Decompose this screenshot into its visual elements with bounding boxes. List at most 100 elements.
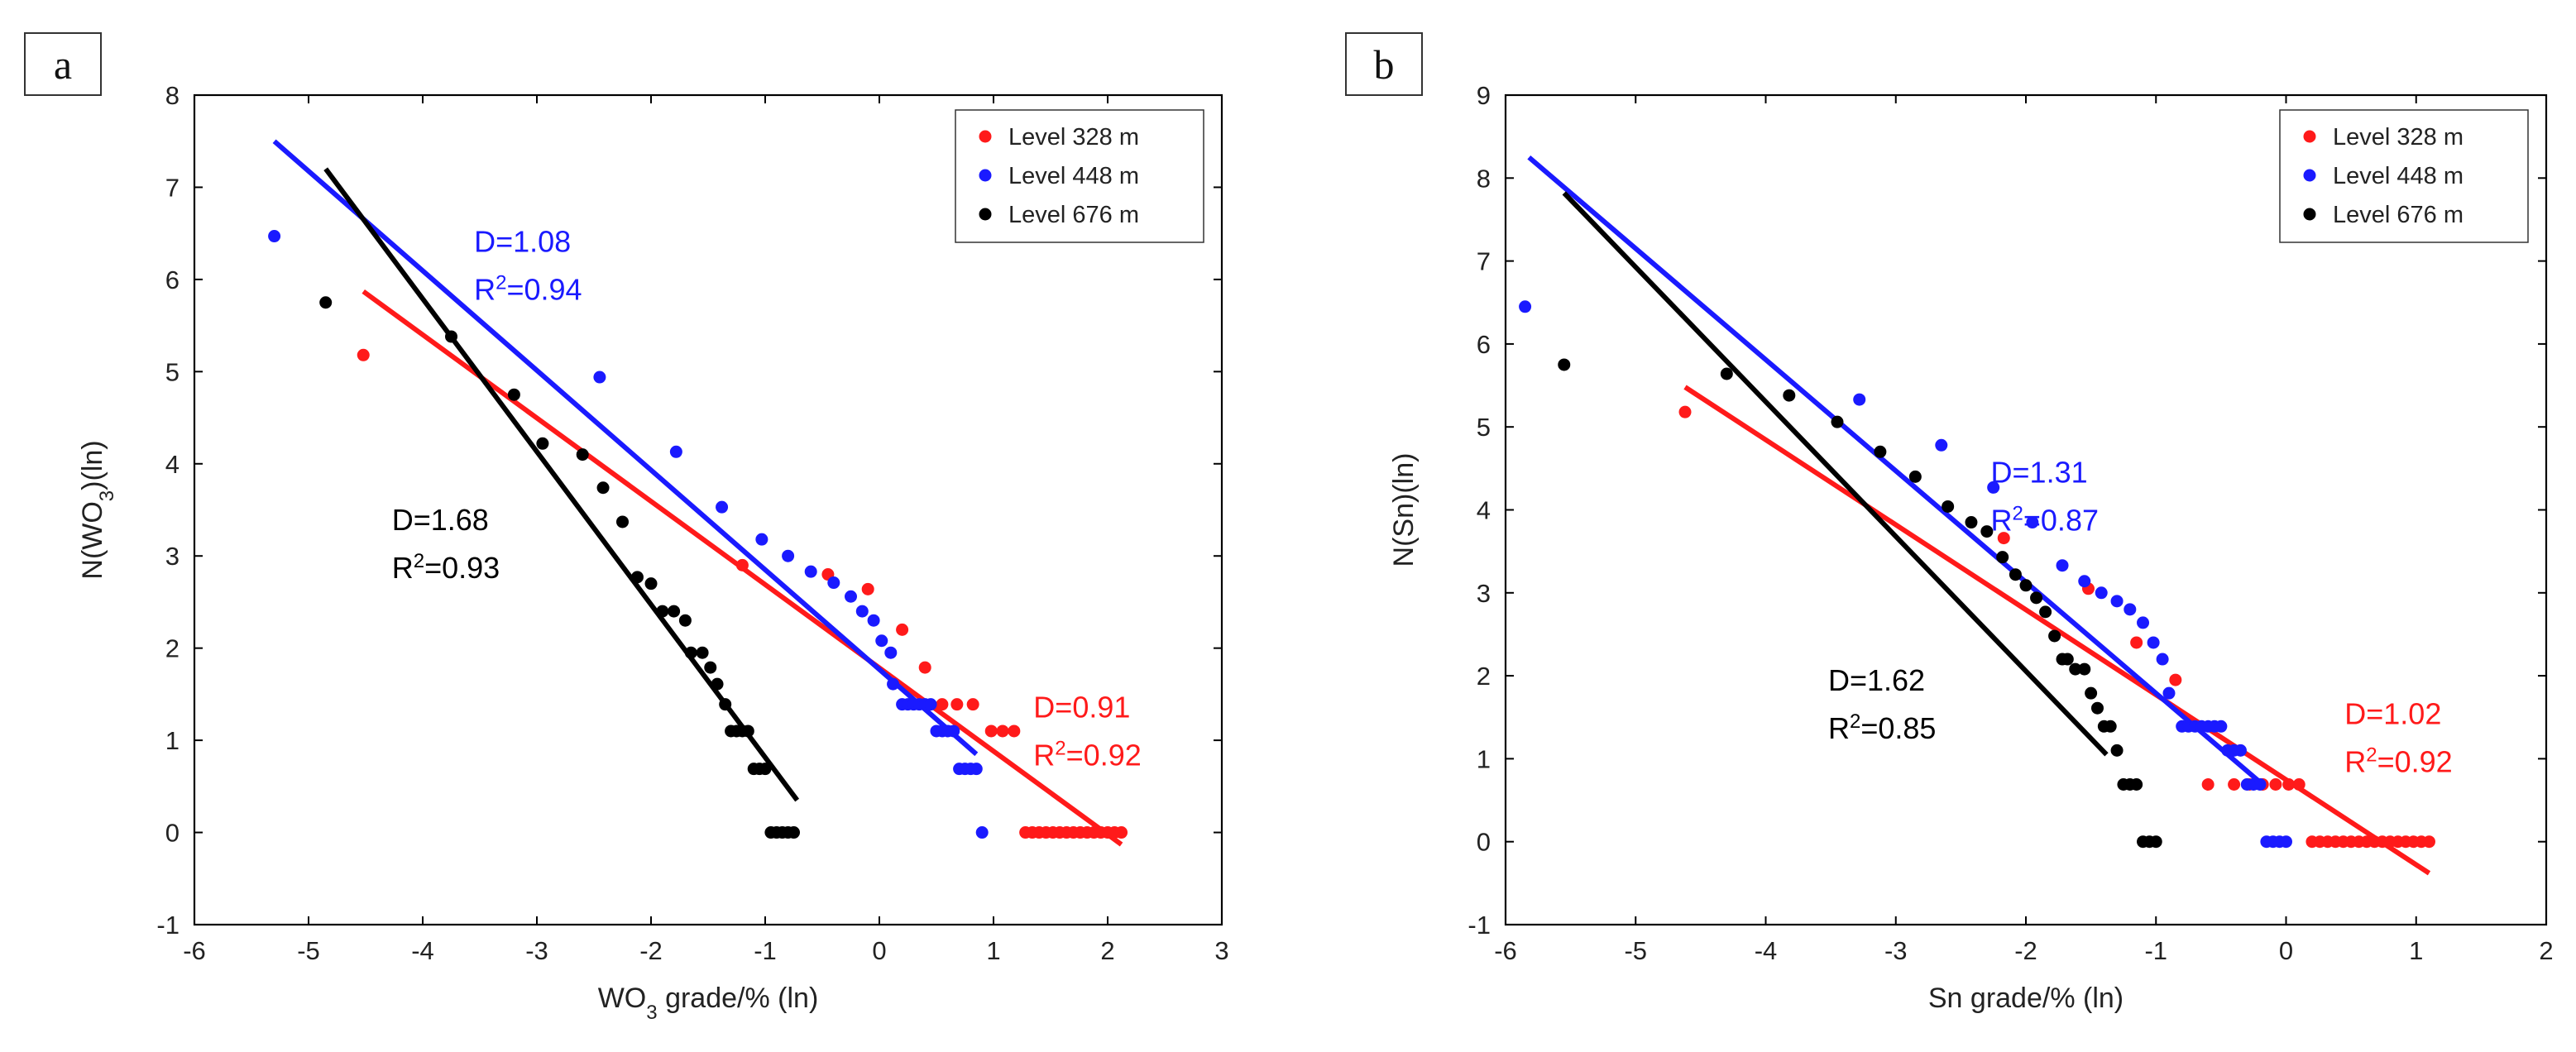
x-tick-label: -1 bbox=[754, 936, 777, 965]
data-point bbox=[855, 605, 869, 618]
data-point bbox=[2104, 720, 2117, 733]
legend-marker bbox=[979, 130, 992, 143]
data-point bbox=[2228, 777, 2241, 791]
y-tick-label: 2 bbox=[165, 634, 180, 663]
data-point bbox=[2156, 653, 2169, 666]
data-point bbox=[1908, 470, 1922, 483]
data-point bbox=[867, 614, 880, 627]
y-tick-label: 8 bbox=[1477, 164, 1491, 193]
annotation-d: D=1.02 bbox=[2344, 696, 2441, 730]
data-point bbox=[2282, 777, 2296, 791]
data-point bbox=[1720, 367, 1733, 380]
data-point bbox=[593, 371, 606, 384]
legend-entry: Level 328 m bbox=[2333, 124, 2463, 151]
data-point bbox=[827, 576, 840, 590]
data-point bbox=[2422, 835, 2435, 849]
fit-line-3 bbox=[1562, 191, 2109, 757]
y-tick-label: 8 bbox=[165, 81, 180, 110]
annotation-d: D=1.68 bbox=[392, 503, 489, 537]
panel-b-label: b bbox=[1374, 41, 1395, 88]
x-tick-label: -2 bbox=[2014, 936, 2037, 965]
data-point bbox=[1008, 724, 1021, 738]
data-point bbox=[630, 571, 644, 584]
data-point bbox=[656, 605, 669, 618]
x-tick-label: 2 bbox=[2539, 936, 2553, 965]
data-point bbox=[669, 445, 682, 458]
fit-line-2 bbox=[272, 139, 979, 757]
x-tick-label: -4 bbox=[1755, 936, 1778, 965]
panel-a: a -6 -5 -4 -3 -2 -1 0 1 2 3 -1 0 1 2 3 4 5 6 7 8 WO3 grade/%… bbox=[24, 32, 1229, 1024]
data-point bbox=[445, 330, 457, 343]
data-point bbox=[2095, 586, 2108, 600]
y-tick-label: 3 bbox=[1477, 579, 1491, 608]
annotation-d: D=1.62 bbox=[1828, 663, 1925, 697]
data-point bbox=[2124, 603, 2137, 616]
x-tick-label: 1 bbox=[986, 936, 1000, 965]
y-tick-label: 0 bbox=[165, 819, 180, 848]
data-point bbox=[875, 634, 888, 648]
data-point bbox=[1874, 445, 1887, 458]
axes-box bbox=[193, 93, 1223, 926]
x-tick-label: 0 bbox=[2279, 936, 2293, 965]
y-tick-label: -1 bbox=[1468, 911, 1491, 940]
data-point bbox=[1935, 438, 1948, 452]
data-point bbox=[678, 614, 692, 627]
data-point bbox=[2147, 636, 2160, 649]
data-point bbox=[1853, 393, 1866, 406]
data-point bbox=[984, 724, 998, 738]
data-point bbox=[2130, 636, 2143, 649]
data-point bbox=[536, 437, 549, 450]
x-tick-label: -5 bbox=[297, 936, 320, 965]
data-point bbox=[2149, 835, 2162, 849]
data-point bbox=[2039, 605, 2052, 619]
data-point bbox=[2078, 662, 2091, 676]
x-tick-label: -3 bbox=[525, 936, 548, 965]
data-point bbox=[507, 388, 520, 401]
data-point bbox=[759, 763, 772, 776]
data-point bbox=[2026, 516, 2039, 529]
data-point bbox=[719, 698, 732, 711]
data-point bbox=[896, 623, 909, 636]
data-point bbox=[782, 549, 795, 562]
data-point bbox=[668, 605, 681, 618]
data-point bbox=[1519, 300, 1532, 313]
x-tick-label: 1 bbox=[2409, 936, 2423, 965]
y-tick-label: 3 bbox=[165, 542, 180, 571]
data-point bbox=[2201, 777, 2214, 791]
y-tick-label: 7 bbox=[165, 173, 180, 202]
x-tick-label: -3 bbox=[1884, 936, 1908, 965]
y-tick-label: -1 bbox=[156, 911, 180, 940]
data-point bbox=[2030, 591, 2043, 605]
data-point bbox=[1987, 481, 2000, 494]
annotation-d: D=1.31 bbox=[1991, 455, 2088, 489]
y-tick-label: 5 bbox=[165, 357, 180, 386]
panel-b: b -6 -5 -4 -3 -2 -1 0 1 2 -1 0 1 2 3 4 5 6 7 8 9 Sn grade/% … bbox=[1345, 32, 2554, 1014]
data-point bbox=[2280, 835, 2292, 849]
data-point bbox=[2048, 629, 2061, 643]
annotation-d: D=0.91 bbox=[1033, 690, 1130, 724]
data-point bbox=[2169, 673, 2182, 686]
data-point bbox=[1831, 415, 1844, 428]
data-point bbox=[1942, 500, 1955, 513]
data-point bbox=[319, 296, 333, 309]
data-point bbox=[684, 646, 697, 659]
data-point bbox=[966, 698, 979, 711]
data-point bbox=[2110, 595, 2124, 608]
data-point bbox=[884, 646, 898, 659]
plot-area-a: -6 -5 -4 -3 -2 -1 0 1 2 3 -1 0 1 2 3 4 5 6 7 8 WO3 grade/% (… bbox=[77, 81, 1229, 1024]
data-point bbox=[2009, 568, 2022, 581]
x-tick-label: -2 bbox=[639, 936, 663, 965]
data-point bbox=[741, 724, 754, 738]
data-point bbox=[2069, 662, 2082, 676]
data-point bbox=[2292, 777, 2305, 791]
data-point bbox=[887, 677, 900, 691]
data-point bbox=[861, 582, 874, 595]
data-point bbox=[1558, 358, 1571, 371]
data-point bbox=[2085, 686, 2098, 700]
x-tick-label: -6 bbox=[1494, 936, 1517, 965]
fit-line-2 bbox=[1527, 155, 2268, 790]
y-axis-title: N(Sn)(ln) bbox=[1388, 453, 1420, 567]
x-axis-title: WO3 grade/% (ln) bbox=[598, 983, 819, 1024]
legend-box bbox=[2279, 109, 2529, 243]
data-point bbox=[947, 724, 960, 738]
